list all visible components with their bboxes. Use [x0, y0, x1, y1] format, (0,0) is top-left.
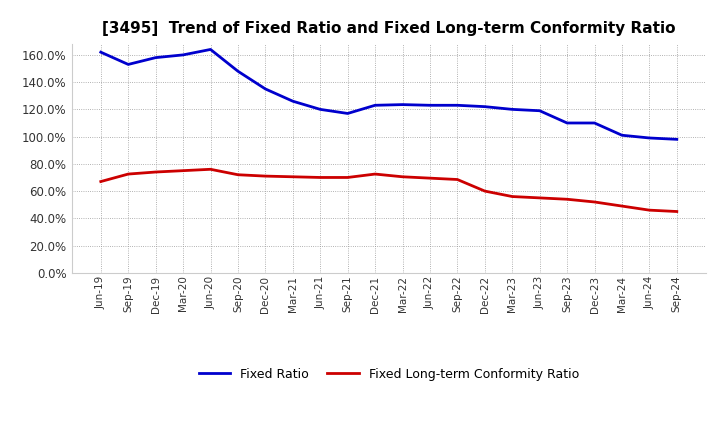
- Fixed Long-term Conformity Ratio: [343, 175, 352, 180]
- Fixed Long-term Conformity Ratio: [398, 174, 407, 180]
- Fixed Ratio: [453, 103, 462, 108]
- Fixed Long-term Conformity Ratio: [151, 169, 160, 175]
- Legend: Fixed Ratio, Fixed Long-term Conformity Ratio: Fixed Ratio, Fixed Long-term Conformity …: [194, 363, 584, 385]
- Fixed Ratio: [124, 62, 132, 67]
- Fixed Ratio: [672, 137, 681, 142]
- Fixed Long-term Conformity Ratio: [536, 195, 544, 201]
- Fixed Long-term Conformity Ratio: [96, 179, 105, 184]
- Fixed Long-term Conformity Ratio: [480, 188, 489, 194]
- Fixed Long-term Conformity Ratio: [289, 174, 297, 180]
- Fixed Ratio: [618, 132, 626, 138]
- Fixed Long-term Conformity Ratio: [179, 168, 187, 173]
- Fixed Ratio: [179, 52, 187, 58]
- Fixed Ratio: [316, 107, 325, 112]
- Fixed Ratio: [590, 121, 599, 126]
- Fixed Ratio: [151, 55, 160, 60]
- Line: Fixed Long-term Conformity Ratio: Fixed Long-term Conformity Ratio: [101, 169, 677, 212]
- Fixed Long-term Conformity Ratio: [672, 209, 681, 214]
- Line: Fixed Ratio: Fixed Ratio: [101, 49, 677, 139]
- Fixed Ratio: [508, 107, 516, 112]
- Fixed Ratio: [480, 104, 489, 109]
- Fixed Ratio: [261, 86, 270, 92]
- Fixed Ratio: [398, 102, 407, 107]
- Fixed Ratio: [206, 47, 215, 52]
- Fixed Long-term Conformity Ratio: [261, 173, 270, 179]
- Fixed Long-term Conformity Ratio: [233, 172, 242, 177]
- Fixed Long-term Conformity Ratio: [508, 194, 516, 199]
- Title: [3495]  Trend of Fixed Ratio and Fixed Long-term Conformity Ratio: [3495] Trend of Fixed Ratio and Fixed Lo…: [102, 21, 675, 36]
- Fixed Ratio: [96, 50, 105, 55]
- Fixed Ratio: [233, 69, 242, 74]
- Fixed Long-term Conformity Ratio: [124, 172, 132, 177]
- Fixed Long-term Conformity Ratio: [453, 177, 462, 182]
- Fixed Long-term Conformity Ratio: [206, 167, 215, 172]
- Fixed Ratio: [426, 103, 434, 108]
- Fixed Long-term Conformity Ratio: [563, 197, 572, 202]
- Fixed Long-term Conformity Ratio: [618, 203, 626, 209]
- Fixed Ratio: [563, 121, 572, 126]
- Fixed Ratio: [289, 99, 297, 104]
- Fixed Long-term Conformity Ratio: [316, 175, 325, 180]
- Fixed Ratio: [343, 111, 352, 116]
- Fixed Long-term Conformity Ratio: [426, 176, 434, 181]
- Fixed Ratio: [536, 108, 544, 114]
- Fixed Ratio: [645, 136, 654, 141]
- Fixed Ratio: [371, 103, 379, 108]
- Fixed Long-term Conformity Ratio: [645, 208, 654, 213]
- Fixed Long-term Conformity Ratio: [590, 199, 599, 205]
- Fixed Long-term Conformity Ratio: [371, 172, 379, 177]
